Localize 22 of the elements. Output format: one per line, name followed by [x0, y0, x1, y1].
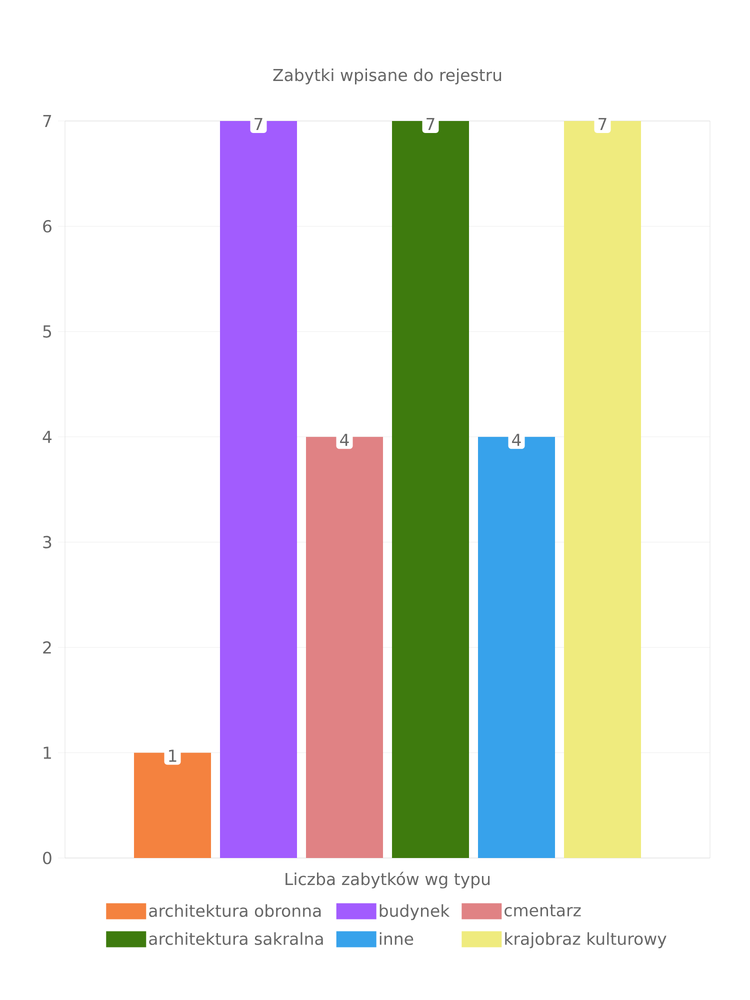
- y-tick-label: 5: [43, 325, 52, 338]
- legend-label: budynek: [380, 904, 450, 920]
- x-tick-label: Liczba zabytków wg typu: [286, 872, 490, 888]
- chart-title: Zabytki wpisane do rejestru: [273, 68, 502, 84]
- data-label: 1: [169, 750, 176, 762]
- data-label: 7: [598, 118, 606, 130]
- y-tick-label: 1: [44, 746, 51, 759]
- legend-label: architektura sakralna: [149, 932, 323, 946]
- legend-label: cmentarz: [504, 904, 581, 916]
- y-tick-label: 3: [43, 536, 52, 548]
- data-label: 4: [512, 434, 521, 446]
- legend-label: inne: [380, 932, 414, 946]
- y-tick-label: 6: [43, 220, 52, 233]
- legend-label: architektura obronna: [149, 904, 321, 917]
- y-tick-label: 0: [43, 852, 52, 864]
- y-tick-label: 4: [42, 430, 52, 443]
- data-label: 7: [426, 118, 434, 130]
- y-tick-label: 7: [43, 114, 52, 128]
- data-label: 4: [340, 434, 349, 446]
- data-label: 7: [254, 118, 262, 130]
- y-tick-label: 2: [43, 641, 51, 654]
- legend-label: krajobraz kulturowy: [505, 932, 666, 948]
